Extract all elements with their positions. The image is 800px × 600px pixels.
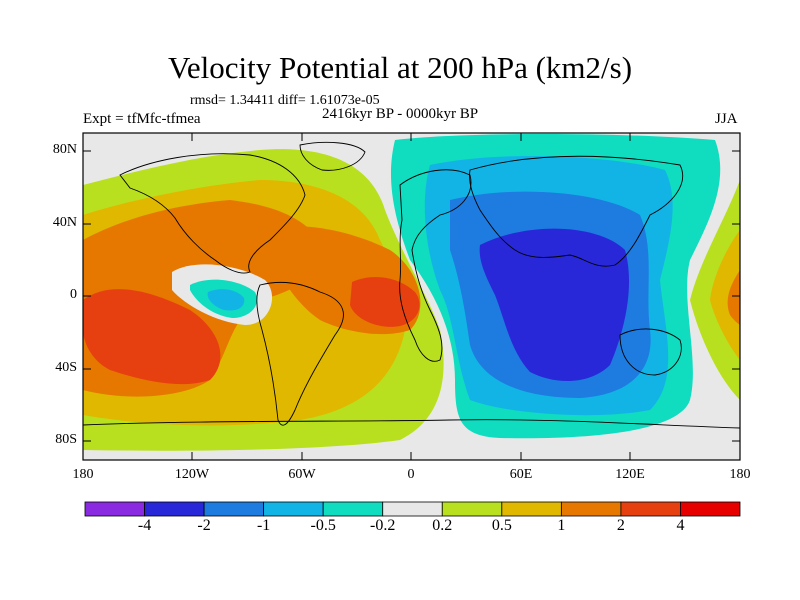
lon-label-120w: 120W: [174, 467, 210, 482]
colorbar-label-1: -2: [197, 517, 211, 534]
positive-region-dateline-level2: [710, 230, 740, 360]
colorbar-swatch-10: [680, 501, 741, 517]
lat-label-40s: 40S: [55, 360, 77, 375]
colorbar-label-9: 4: [676, 517, 685, 534]
negative-region-east-core: [479, 228, 630, 382]
colorbar-swatch-1: [144, 501, 205, 517]
experiment-label: Expt = tfMfc-tfmea: [83, 111, 201, 127]
colorbar-swatch-3: [263, 501, 324, 517]
map-frame: [82, 132, 741, 461]
colorbar-swatch-4: [322, 501, 384, 517]
map-ticks: [83, 133, 740, 460]
colorbar-swatch-9: [620, 501, 681, 517]
lon-label-120e: 120E: [615, 467, 645, 482]
colorbar-swatch-8: [560, 501, 622, 517]
period-label: 2416kyr BP - 0000kyr BP: [322, 106, 479, 122]
negative-pocket-east-pacific-core: [207, 289, 245, 311]
colorbar-label-6: 0.5: [491, 517, 512, 534]
colorbar-label-8: 2: [616, 517, 625, 534]
positive-region-pacific-core: [83, 289, 221, 385]
stats-label: rmsd= 1.34411 diff= 1.61073e-05: [190, 93, 380, 108]
positive-region-dateline-level3: [727, 270, 740, 325]
colorbar: [84, 501, 741, 517]
colorbar-swatch-6: [441, 501, 503, 517]
lon-label-180e: 180: [729, 467, 751, 482]
lon-label-60e: 60E: [509, 467, 533, 482]
colorbar-label-5: 0.2: [432, 517, 453, 534]
lon-label-0: 0: [407, 467, 415, 482]
colorbar-swatch-0: [84, 501, 145, 517]
colorbar-label-2: -1: [256, 517, 271, 534]
lon-label-180w: 180: [72, 467, 94, 482]
colorbar-label-0: -4: [137, 517, 152, 534]
lat-label-40n: 40N: [52, 215, 77, 230]
colorbar-label-4: -0.2: [370, 517, 396, 534]
lon-label-60w: 60W: [288, 467, 316, 482]
colorbar-swatch-5: [382, 501, 443, 517]
season-label: JJA: [715, 111, 738, 127]
colorbar-label-7: 1: [557, 517, 566, 534]
colorbar-label-3: -0.5: [310, 517, 336, 534]
positive-region-atlantic-core: [350, 277, 420, 327]
coastlines: [83, 141, 740, 429]
colorbar-swatch-2: [203, 501, 265, 517]
lat-label-80s: 80S: [55, 432, 77, 447]
lat-label-80n: 80N: [52, 142, 77, 157]
map-field: [83, 133, 740, 460]
chart-title: Velocity Potential at 200 hPa (km2/s): [167, 50, 633, 85]
colorbar-swatch-7: [501, 501, 562, 517]
lat-label-0: 0: [70, 287, 77, 302]
